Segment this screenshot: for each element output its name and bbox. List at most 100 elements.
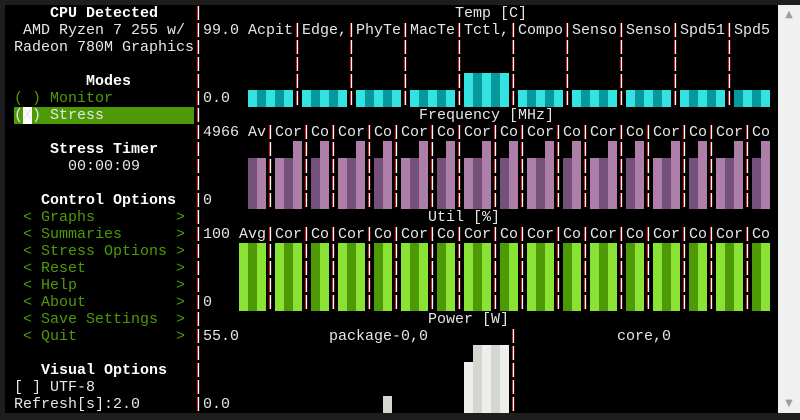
menu-arrow-right-icon[interactable]: > <box>176 243 186 260</box>
menu-arrow-left-icon[interactable]: < <box>23 277 33 294</box>
util-bar <box>338 243 347 311</box>
util-column-label: Cor <box>716 226 744 243</box>
freq-column-separator: | <box>329 158 339 175</box>
menu-arrow-right-icon[interactable]: > <box>176 311 186 328</box>
temp-column-separator: | <box>455 73 465 90</box>
menu-item-about[interactable]: About <box>41 294 87 311</box>
freq-column-separator: | <box>743 192 753 209</box>
panel-divider: | <box>194 396 204 413</box>
panel-divider: | <box>194 260 204 277</box>
menu-arrow-left-icon[interactable]: < <box>23 328 33 345</box>
menu-arrow-left-icon[interactable]: < <box>23 260 33 277</box>
util-bar <box>509 243 518 311</box>
util-column-separator: | <box>617 294 627 311</box>
freq-column-label: Cor <box>338 124 366 141</box>
util-column-separator: | <box>554 277 564 294</box>
menu-item-stress-options[interactable]: Stress Options <box>41 243 168 260</box>
util-column-label: Co <box>311 226 330 243</box>
util-bar <box>239 243 248 311</box>
freq-bar <box>401 158 410 209</box>
mode-stress-label[interactable]: Stress <box>50 107 105 124</box>
freq-column-separator: | <box>743 175 753 192</box>
menu-arrow-right-icon[interactable]: > <box>176 277 186 294</box>
freq-column-separator: | <box>491 124 501 141</box>
utf8-checkbox[interactable]: [ ] <box>14 379 42 396</box>
radio-stress[interactable]: (X) <box>14 107 42 124</box>
freq-column-separator: | <box>518 158 528 175</box>
temp-bar <box>635 89 644 107</box>
freq-column-separator: | <box>518 192 528 209</box>
menu-arrow-right-icon[interactable]: > <box>176 294 186 311</box>
temp-bar <box>554 89 563 107</box>
freq-column-separator: | <box>644 124 654 141</box>
menu-arrow-left-icon[interactable]: < <box>23 311 33 328</box>
menu-arrow-left-icon[interactable]: < <box>23 294 33 311</box>
menu-item-quit[interactable]: Quit <box>41 328 78 345</box>
menu-arrow-left-icon[interactable]: < <box>23 226 33 243</box>
temp-bar <box>392 89 401 107</box>
util-column-label: Cor <box>464 226 492 243</box>
util-bar <box>374 243 383 311</box>
freq-bar <box>572 141 581 209</box>
util-bar <box>293 243 302 311</box>
freq-bar <box>761 141 770 209</box>
menu-arrow-left-icon[interactable]: < <box>23 209 33 226</box>
freq-column-separator: | <box>554 158 564 175</box>
temp-column-separator: | <box>563 73 573 90</box>
util-column-separator: | <box>680 277 690 294</box>
util-max-label: 100 <box>203 226 231 243</box>
freq-column-separator: | <box>329 175 339 192</box>
util-column-label: Cor <box>338 226 366 243</box>
menu-item-save-settings[interactable]: Save Settings <box>41 311 159 328</box>
util-column-separator: | <box>365 243 375 260</box>
freq-bar <box>410 158 419 209</box>
menu-arrow-right-icon[interactable]: > <box>176 260 186 277</box>
menu-arrow-right-icon[interactable]: > <box>176 209 186 226</box>
terminal-window: CPU Detected AMD Ryzen 7 255 w/Radeon 780… <box>5 5 778 413</box>
refresh-rate-field[interactable]: Refresh[s]:2.0 <box>14 396 141 413</box>
menu-arrow-right-icon[interactable]: > <box>176 328 186 345</box>
util-column-separator: | <box>680 294 690 311</box>
util-column-separator: | <box>455 226 465 243</box>
util-bar <box>419 243 428 311</box>
freq-column-separator: | <box>707 192 717 209</box>
freq-column-separator: | <box>392 192 402 209</box>
menu-arrow-left-icon[interactable]: < <box>23 243 33 260</box>
freq-column-separator: | <box>581 124 591 141</box>
power-column-separator: | <box>509 379 519 396</box>
freq-column-separator: | <box>329 141 339 158</box>
temp-bar <box>320 89 329 107</box>
menu-arrow-right-icon[interactable]: > <box>176 226 186 243</box>
freq-column-separator: | <box>680 158 690 175</box>
util-column-separator: | <box>392 243 402 260</box>
temp-column-separator: | <box>293 56 303 73</box>
panel-divider: | <box>194 5 204 22</box>
temp-sensor-label: Senso <box>572 22 618 39</box>
freq-column-separator: | <box>392 124 402 141</box>
cpu-name-line1: AMD Ryzen 7 255 w/ <box>23 22 186 39</box>
utf8-label[interactable]: UTF-8 <box>50 379 96 396</box>
util-bar <box>563 243 572 311</box>
util-column-separator: | <box>329 277 339 294</box>
panel-divider: | <box>194 277 204 294</box>
selected-mode-highlight <box>14 107 194 124</box>
scrollbar[interactable]: ▲ ▼ <box>778 5 800 413</box>
radio-monitor[interactable]: ( ) <box>14 90 42 107</box>
power-column-separator: | <box>509 396 519 413</box>
temp-bar <box>311 89 320 107</box>
mode-monitor-label[interactable]: Monitor <box>50 90 114 107</box>
scroll-down-icon[interactable]: ▼ <box>785 398 793 409</box>
util-bar <box>437 243 446 311</box>
util-column-label: Cor <box>653 226 681 243</box>
temp-column-separator: | <box>293 39 303 56</box>
scroll-up-icon[interactable]: ▲ <box>785 9 793 20</box>
freq-column-separator: | <box>302 141 312 158</box>
menu-item-summaries[interactable]: Summaries <box>41 226 123 243</box>
menu-item-graphs[interactable]: Graphs <box>41 209 96 226</box>
menu-item-help[interactable]: Help <box>41 277 78 294</box>
freq-column-separator: | <box>617 158 627 175</box>
util-bar <box>536 243 545 311</box>
menu-item-reset[interactable]: Reset <box>41 260 87 277</box>
temp-bar <box>752 89 761 107</box>
util-bar <box>473 243 482 311</box>
